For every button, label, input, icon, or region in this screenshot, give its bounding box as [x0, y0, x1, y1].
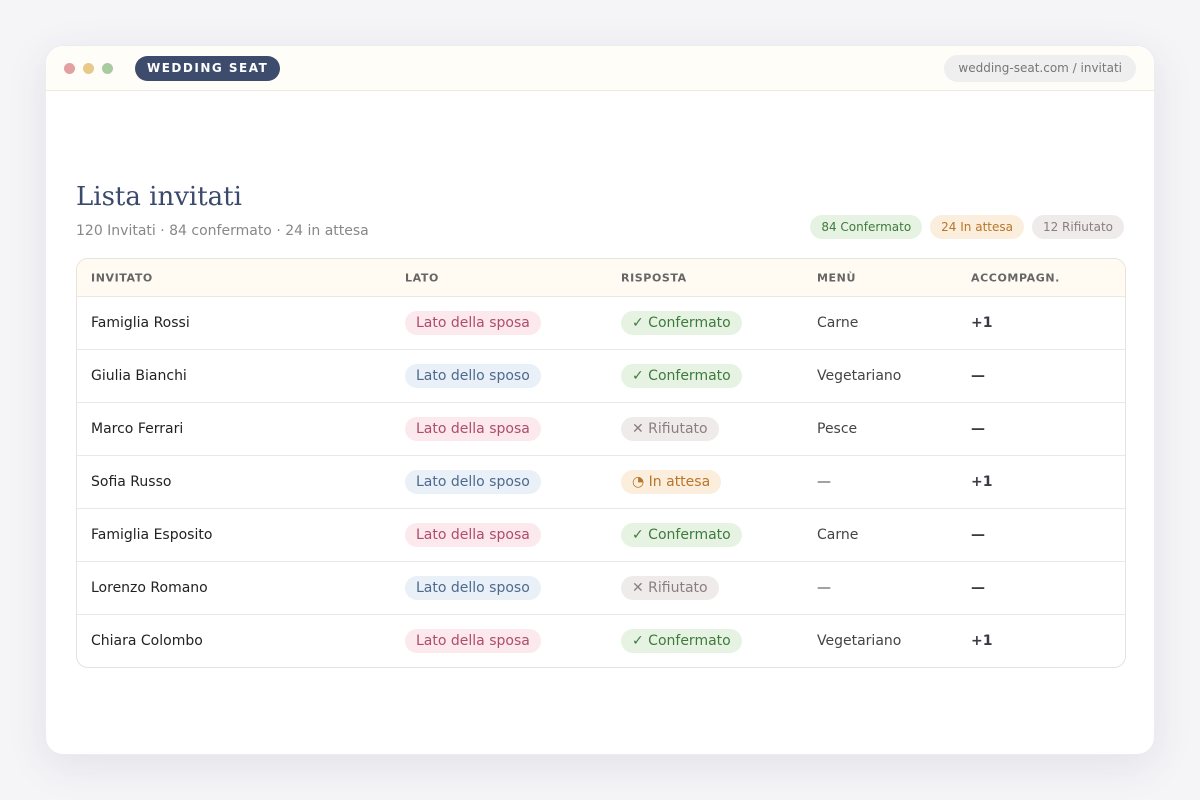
header-row: INVITATO LATO RISPOSTA MENÙ ACCOMPAGN. — [77, 259, 1125, 296]
brand[interactable]: WEDDING SEAT — [135, 56, 281, 81]
side-badge: Lato della sposa — [405, 523, 541, 547]
title-bar: WEDDING SEAT wedding-seat.com / invitati — [46, 46, 1154, 91]
guest-name: Lorenzo Romano — [91, 580, 208, 596]
companions: — — [971, 527, 985, 543]
window-dot — [83, 63, 94, 74]
window-dot — [102, 63, 113, 74]
page-title: Lista invitati — [76, 182, 242, 212]
side-badge: Lato della sposa — [405, 417, 541, 441]
summary: 84 Confermato 24 In attesa 12 Rifiutato — [810, 215, 1124, 239]
guest-row[interactable]: Sofia Russo Lato dello sposo ◔ In attesa — +… — [77, 455, 1125, 508]
guest-row[interactable]: Famiglia Esposito Lato della sposa ✓ Confe… — [77, 508, 1125, 561]
window-dot — [64, 63, 75, 74]
response-badge: ◔ In attesa — [621, 470, 722, 494]
column-header: INVITATO — [91, 271, 153, 284]
summary-badge: 24 In attesa — [930, 215, 1024, 239]
response-badge: ✕ Rifiutato — [621, 576, 719, 600]
companions: — — [971, 368, 985, 384]
browser-window: WEDDING SEAT wedding-seat.com / invitati… — [45, 45, 1155, 755]
guest-name: Giulia Bianchi — [91, 368, 187, 384]
guest-row[interactable]: Lorenzo Romano Lato dello sposo ✕ Rifiutat… — [77, 561, 1125, 614]
url[interactable]: wedding-seat.com / invitati — [944, 55, 1136, 82]
column-header: LATO — [405, 271, 439, 284]
page-subtitle: 120 Invitati · 84 confermato · 24 in att… — [76, 223, 369, 239]
column-header: RISPOSTA — [621, 271, 687, 284]
guest-row[interactable]: Famiglia Rossi Lato della sposa ✓ Conferma… — [77, 296, 1125, 349]
guest-name: Sofia Russo — [91, 474, 172, 490]
companions: +1 — [971, 315, 993, 331]
menu: — — [817, 474, 831, 490]
guest-name: Marco Ferrari — [91, 421, 184, 437]
response-badge: ✓ Confermato — [621, 364, 742, 388]
companions: +1 — [971, 474, 993, 490]
companions: — — [971, 421, 985, 437]
response-badge: ✓ Confermato — [621, 629, 742, 653]
summary-badge: 84 Confermato — [810, 215, 923, 239]
companions: +1 — [971, 633, 993, 649]
menu: Pesce — [817, 421, 858, 437]
side-badge: Lato della sposa — [405, 311, 541, 335]
response-badge: ✓ Confermato — [621, 311, 742, 335]
guest-name: Famiglia Esposito — [91, 527, 213, 543]
column-header: ACCOMPAGN. — [971, 271, 1060, 284]
companions: — — [971, 580, 985, 596]
guest-row[interactable]: Chiara Colombo Lato della sposa ✓ Conferma… — [77, 614, 1125, 667]
menu: Vegetariano — [817, 368, 902, 384]
menu: Carne — [817, 315, 859, 331]
summary-badge: 12 Rifiutato — [1031, 215, 1124, 239]
side-badge: Lato dello sposo — [405, 576, 541, 600]
menu: Vegetariano — [817, 633, 902, 649]
side-badge: Lato della sposa — [405, 629, 541, 653]
guest-name: Chiara Colombo — [91, 633, 203, 649]
side-badge: Lato dello sposo — [405, 364, 541, 388]
guest-row[interactable]: Giulia Bianchi Lato dello sposo ✓ Conferma… — [77, 349, 1125, 402]
guest-name: Famiglia Rossi — [91, 315, 190, 331]
guest-row[interactable]: Marco Ferrari Lato della sposa ✕ Rifiutato… — [77, 402, 1125, 455]
response-badge: ✓ Confermato — [621, 523, 742, 547]
side-badge: Lato dello sposo — [405, 470, 541, 494]
menu: Carne — [817, 527, 859, 543]
response-badge: ✕ Rifiutato — [621, 417, 719, 441]
menu: — — [817, 580, 831, 596]
column-header: MENÙ — [817, 271, 856, 284]
guest-table: INVITATO LATO RISPOSTA MENÙ ACCOMPAGN. Famigl… — [76, 258, 1126, 668]
